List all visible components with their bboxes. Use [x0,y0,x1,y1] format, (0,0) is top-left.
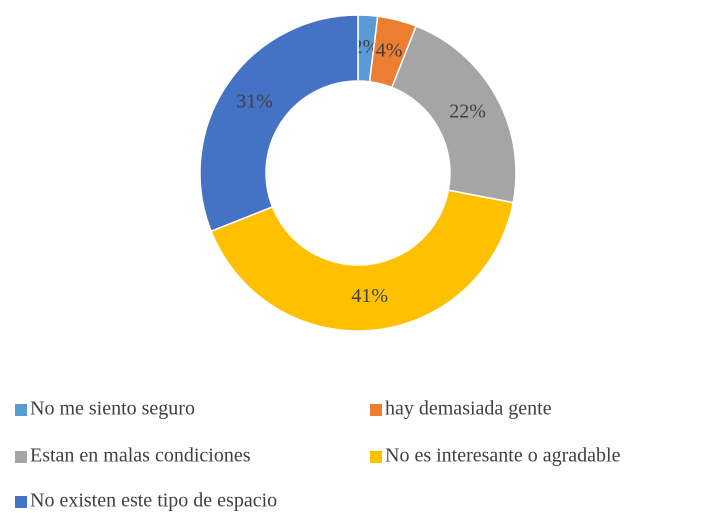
legend-label: No existen este tipo de espacio [30,490,277,512]
legend-swatch [15,404,27,416]
legend-label: No me siento seguro [30,398,195,420]
data-label: 31% [236,90,273,112]
legend-swatch [15,496,27,508]
data-label: 4% [376,40,403,62]
data-label: 41% [351,285,388,307]
legend-label: No es interesante o agradable [385,445,621,467]
legend-swatch [370,404,382,416]
legend-swatch [370,451,382,463]
slice [390,25,517,204]
legend-label: Estan en malas condiciones [30,445,251,467]
data-label: 22% [449,100,486,122]
legend-label: hay demasiada gente [385,398,552,420]
legend-swatch [15,451,27,463]
slice [199,14,359,233]
slice [210,189,515,332]
